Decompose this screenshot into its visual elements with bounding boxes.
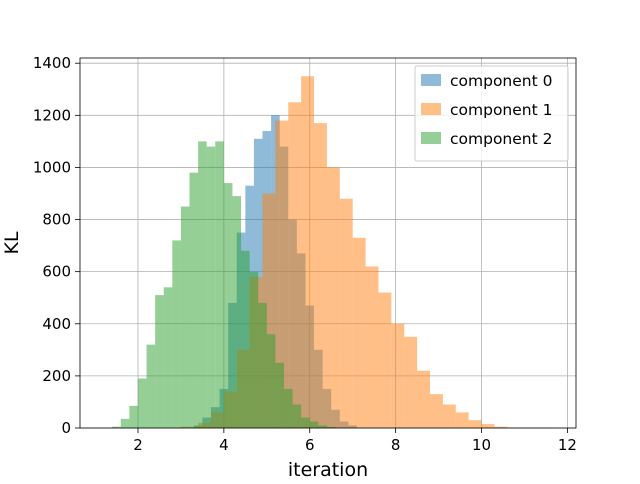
- legend-label: component 0: [450, 72, 552, 90]
- y-tick-label: 600: [42, 263, 71, 281]
- histogram-bar: [494, 426, 508, 428]
- histogram-bar: [275, 120, 289, 428]
- histogram-bar: [172, 240, 181, 428]
- plot-frame: [79, 57, 577, 429]
- histogram-bar: [112, 426, 121, 428]
- x-tick-label: 2: [133, 436, 143, 454]
- histogram-bar: [223, 183, 233, 428]
- histogram-bar: [481, 424, 495, 428]
- histogram-bar: [137, 378, 147, 428]
- histogram-bar: [180, 206, 190, 428]
- histogram-bar: [258, 302, 267, 428]
- histogram-bar: [301, 417, 310, 428]
- histogram-bar: [301, 76, 315, 428]
- histogram-bar: [318, 425, 327, 428]
- histogram-bar: [326, 167, 340, 428]
- x-tick-label: 8: [391, 436, 401, 454]
- legend-label: component 2: [450, 130, 552, 148]
- histogram-bar: [163, 287, 173, 428]
- y-tick-label: 800: [42, 211, 71, 229]
- y-tick-label: 1400: [33, 54, 71, 72]
- histogram-bar: [120, 418, 130, 428]
- histogram-bars: [112, 76, 551, 429]
- histogram-bar: [326, 426, 336, 428]
- histogram-bar: [417, 370, 430, 428]
- histogram-bar: [404, 336, 418, 428]
- histogram-bar: [283, 388, 293, 428]
- histogram-bar: [155, 295, 164, 428]
- x-tick-label: 12: [558, 436, 577, 454]
- histogram-bar: [232, 196, 242, 428]
- legend-swatch: [421, 132, 441, 144]
- legend-label: component 1: [450, 101, 552, 119]
- legend-swatch: [421, 74, 441, 86]
- histogram-bar: [215, 141, 224, 428]
- x-axis-ticks: 2 4 6 8 10 12: [133, 428, 577, 454]
- histogram-bar: [146, 344, 156, 428]
- histogram-bar: [198, 141, 207, 428]
- y-tick-label: 0: [61, 419, 71, 437]
- histogram-bar: [189, 172, 199, 428]
- histogram-bar: [391, 323, 405, 428]
- y-tick-label: 200: [42, 367, 71, 385]
- legend: component 0 component 1 component 2: [414, 65, 569, 162]
- y-tick-label: 1000: [33, 158, 71, 176]
- histogram-bar: [314, 123, 327, 429]
- histogram-bar: [292, 404, 302, 428]
- histogram-bar: [365, 266, 379, 428]
- histogram-bar: [352, 237, 366, 428]
- series-2-bars: [112, 141, 336, 428]
- histogram-bar: [266, 334, 276, 428]
- histogram-bar: [288, 102, 302, 428]
- histogram-bar: [442, 404, 456, 428]
- histogram-bar: [249, 271, 259, 428]
- histogram-bar: [468, 420, 482, 428]
- legend-frame: [414, 65, 569, 162]
- histogram-bar: [455, 412, 469, 428]
- x-axis-label: iteration: [288, 459, 368, 480]
- histogram-bar: [378, 292, 392, 428]
- histogram-bar: [309, 421, 319, 428]
- histogram-bar: [206, 146, 216, 428]
- histogram-bar: [129, 405, 138, 428]
- x-tick-label: 4: [219, 436, 229, 454]
- histogram-bar: [275, 362, 284, 428]
- y-axis-label: KL: [1, 231, 23, 254]
- histogram-bar: [429, 394, 443, 428]
- y-tick-label: 1200: [33, 106, 71, 124]
- x-tick-label: 10: [472, 436, 491, 454]
- y-axis-ticks: 0 200 400 600 800 1000 1200 1400: [33, 54, 80, 437]
- histogram-bar: [241, 250, 250, 428]
- x-tick-label: 6: [305, 436, 315, 454]
- legend-swatch: [421, 103, 441, 115]
- histogram-bar: [339, 198, 353, 428]
- y-tick-label: 400: [42, 315, 71, 333]
